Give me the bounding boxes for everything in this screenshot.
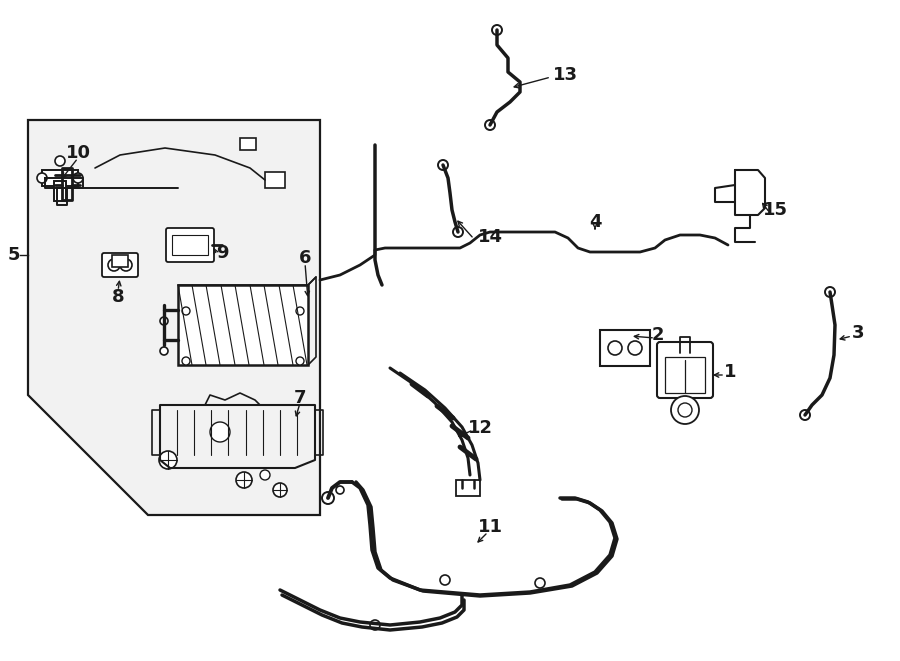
Circle shape bbox=[628, 341, 642, 355]
Bar bbox=[54, 181, 66, 201]
Circle shape bbox=[55, 156, 65, 166]
FancyBboxPatch shape bbox=[102, 253, 138, 277]
Text: 1: 1 bbox=[724, 363, 736, 381]
Circle shape bbox=[37, 173, 47, 183]
Circle shape bbox=[825, 287, 835, 297]
Circle shape bbox=[120, 259, 132, 271]
Circle shape bbox=[73, 173, 83, 183]
Circle shape bbox=[336, 486, 344, 494]
Circle shape bbox=[296, 357, 304, 365]
Circle shape bbox=[485, 120, 495, 130]
Bar bbox=[240, 138, 256, 150]
Bar bbox=[172, 235, 208, 255]
Text: 9: 9 bbox=[216, 244, 229, 262]
Circle shape bbox=[800, 410, 810, 420]
Circle shape bbox=[236, 472, 252, 488]
Circle shape bbox=[492, 25, 502, 35]
Text: 6: 6 bbox=[299, 249, 311, 267]
Text: 2: 2 bbox=[652, 326, 664, 344]
Circle shape bbox=[453, 227, 463, 237]
Text: 7: 7 bbox=[293, 389, 306, 407]
Text: 12: 12 bbox=[467, 419, 492, 437]
Bar bbox=[178, 285, 308, 365]
Circle shape bbox=[182, 357, 190, 365]
Bar bbox=[265, 172, 285, 188]
Circle shape bbox=[210, 422, 230, 442]
Bar bbox=[600, 330, 650, 366]
FancyBboxPatch shape bbox=[166, 228, 214, 262]
Circle shape bbox=[671, 396, 699, 424]
Text: 13: 13 bbox=[553, 66, 578, 84]
Circle shape bbox=[370, 620, 380, 630]
Circle shape bbox=[678, 403, 692, 417]
Bar bbox=[456, 480, 480, 496]
Text: 11: 11 bbox=[478, 518, 502, 536]
Circle shape bbox=[160, 347, 168, 355]
Circle shape bbox=[440, 575, 450, 585]
Text: 10: 10 bbox=[66, 144, 91, 162]
Bar bbox=[42, 170, 78, 186]
Bar bbox=[112, 255, 128, 267]
Bar bbox=[665, 357, 705, 393]
Circle shape bbox=[322, 492, 334, 504]
Circle shape bbox=[108, 259, 120, 271]
Circle shape bbox=[159, 451, 177, 469]
Circle shape bbox=[608, 341, 622, 355]
Circle shape bbox=[438, 160, 448, 170]
Circle shape bbox=[260, 470, 270, 480]
Text: 3: 3 bbox=[851, 324, 864, 342]
FancyBboxPatch shape bbox=[657, 342, 713, 398]
Text: 5: 5 bbox=[8, 246, 20, 264]
Circle shape bbox=[182, 307, 190, 315]
Circle shape bbox=[296, 307, 304, 315]
Circle shape bbox=[535, 578, 545, 588]
Polygon shape bbox=[28, 120, 320, 515]
Circle shape bbox=[160, 317, 168, 325]
Text: 8: 8 bbox=[112, 288, 124, 306]
Text: 4: 4 bbox=[589, 213, 601, 231]
Text: 14: 14 bbox=[478, 228, 502, 246]
Circle shape bbox=[273, 483, 287, 497]
Text: 15: 15 bbox=[762, 201, 788, 219]
